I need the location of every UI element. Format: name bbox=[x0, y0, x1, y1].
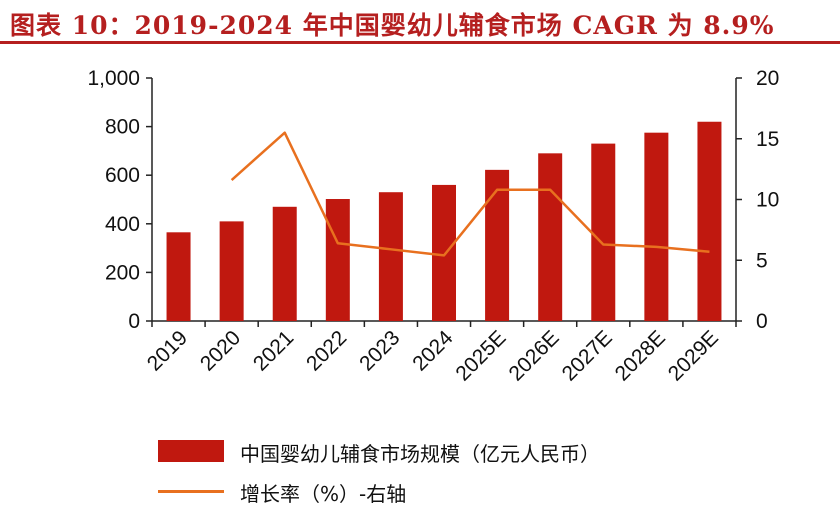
x-tick-label: 2021 bbox=[249, 326, 298, 375]
legend-line-label: 增长率（%）-右轴 bbox=[240, 482, 407, 506]
y-left-tick-label: 200 bbox=[105, 261, 140, 284]
x-tick-label: 2019 bbox=[143, 326, 192, 375]
x-tick-label: 2025E bbox=[451, 326, 510, 385]
y-left-tick-label: 0 bbox=[128, 310, 140, 333]
legend-bar-swatch bbox=[158, 440, 224, 462]
x-tick-label: 2020 bbox=[196, 326, 245, 375]
y-right-tick-label: 20 bbox=[756, 67, 779, 90]
legend-bar-label: 中国婴幼儿辅食市场规模（亿元人民币） bbox=[240, 442, 600, 466]
title-bar: 图表 10：2019-2024 年中国婴幼儿辅食市场 CAGR 为 8.9% bbox=[0, 0, 840, 44]
bar bbox=[378, 192, 403, 321]
x-tick-label: 2023 bbox=[355, 326, 404, 375]
y-right-tick-label: 0 bbox=[756, 310, 768, 333]
x-tick-label: 2026E bbox=[505, 326, 564, 385]
y-left-tick-label: 800 bbox=[105, 116, 140, 139]
bar bbox=[432, 184, 456, 321]
legend-line-swatch bbox=[158, 490, 224, 493]
x-tick-label: 2027E bbox=[558, 326, 617, 385]
y-left-tick-label: 1,000 bbox=[87, 67, 140, 90]
y-left-tick-label: 400 bbox=[105, 213, 140, 236]
x-tick-label: 2022 bbox=[302, 326, 351, 375]
x-tick-label: 2028E bbox=[611, 326, 670, 385]
chart-title: 图表 10：2019-2024 年中国婴幼儿辅食市场 CAGR 为 8.9% bbox=[10, 11, 775, 40]
bar bbox=[538, 153, 563, 321]
x-tick-label: 2029E bbox=[664, 326, 723, 385]
bar bbox=[697, 121, 722, 322]
bar bbox=[485, 169, 510, 321]
y-left-tick-label: 600 bbox=[105, 164, 140, 187]
bar bbox=[166, 232, 191, 321]
bar bbox=[591, 143, 616, 321]
growth-line bbox=[230, 131, 710, 257]
bar bbox=[644, 132, 669, 321]
bar bbox=[325, 199, 350, 321]
bar bbox=[219, 221, 244, 321]
y-right-tick-label: 5 bbox=[756, 249, 768, 272]
y-right-tick-label: 15 bbox=[756, 128, 779, 151]
y-right-tick-label: 10 bbox=[756, 189, 779, 212]
x-tick-label: 2024 bbox=[408, 326, 458, 376]
bar bbox=[272, 206, 297, 321]
